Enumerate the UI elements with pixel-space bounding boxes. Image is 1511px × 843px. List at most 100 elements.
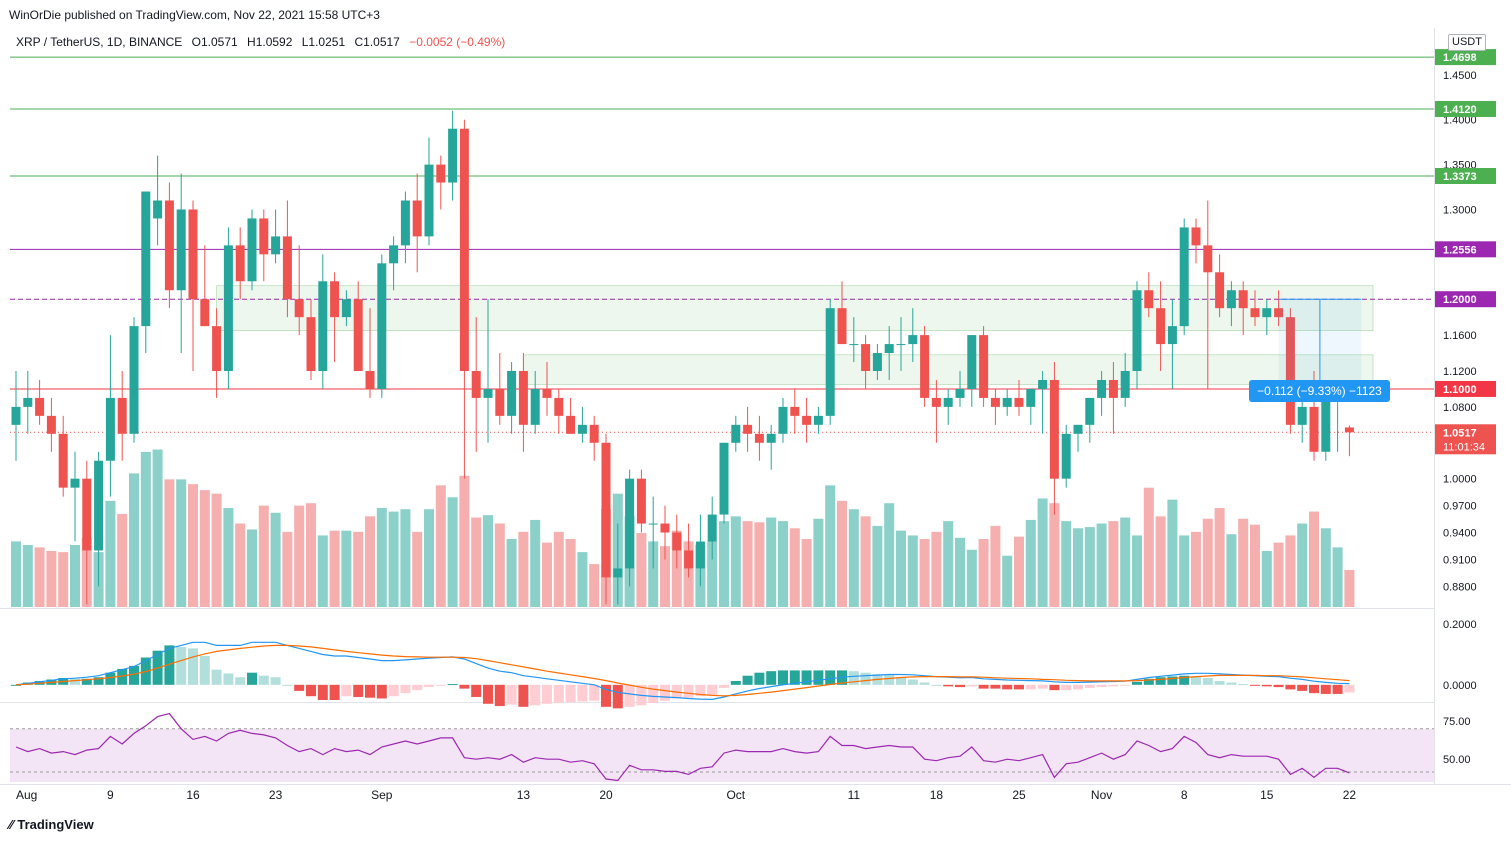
macd-histogram-bar bbox=[176, 646, 187, 685]
macd-histogram-bar bbox=[1344, 684, 1355, 693]
candle-body bbox=[861, 344, 871, 371]
volume-bar bbox=[1167, 499, 1178, 607]
macd-histogram-bar bbox=[70, 678, 80, 685]
volume-bar bbox=[671, 530, 682, 607]
volume-bar bbox=[919, 539, 930, 607]
price-tick-label: 0.9700 bbox=[1443, 501, 1477, 513]
macd-histogram-bar bbox=[164, 645, 175, 685]
candle-body bbox=[1038, 379, 1048, 389]
volume-bar bbox=[329, 530, 340, 607]
candle-body bbox=[495, 388, 505, 416]
volume-bar bbox=[1344, 570, 1355, 607]
macd-histogram-bar bbox=[435, 684, 446, 686]
macd-histogram-bar bbox=[778, 670, 788, 685]
macd-histogram-bar bbox=[695, 684, 706, 697]
candle-body bbox=[46, 415, 56, 434]
volume-bar bbox=[1143, 487, 1154, 607]
candle-body bbox=[1262, 308, 1272, 318]
volume-bar bbox=[730, 516, 741, 607]
price-level-tag bbox=[1435, 100, 1496, 117]
ohlc-open: O1.0571 bbox=[191, 35, 238, 49]
candle-body bbox=[943, 397, 953, 407]
macd-histogram-bar bbox=[211, 669, 222, 685]
tradingview-footer[interactable]: ⁄⁄ TradingView bbox=[9, 817, 94, 832]
volume-bar bbox=[235, 523, 246, 607]
macd-histogram-bar bbox=[931, 684, 942, 686]
volume-bar bbox=[990, 525, 1001, 607]
candle-body bbox=[271, 236, 281, 255]
candle-body bbox=[813, 415, 823, 425]
macd-histogram-bar bbox=[1014, 684, 1024, 690]
candle-body bbox=[849, 344, 859, 346]
candle-body bbox=[743, 424, 753, 434]
volume-bar bbox=[282, 531, 293, 607]
candle-body bbox=[719, 442, 729, 515]
volume-bar bbox=[1238, 518, 1249, 607]
macd-histogram-bar bbox=[848, 671, 859, 685]
candle-body bbox=[294, 299, 304, 318]
macd-histogram-bar bbox=[1285, 684, 1296, 690]
candle-body bbox=[695, 541, 705, 569]
time-tick-label: 22 bbox=[1343, 788, 1357, 802]
volume-bar bbox=[1155, 516, 1166, 607]
macd-histogram-bar bbox=[978, 684, 989, 689]
macd-histogram-bar bbox=[506, 684, 517, 705]
ohlc-change: −0.0052 (−0.49%) bbox=[409, 35, 506, 49]
time-tick-label: Nov bbox=[1091, 788, 1112, 802]
candle-body bbox=[577, 424, 587, 434]
volume-bar bbox=[435, 485, 446, 607]
candle-body bbox=[353, 299, 363, 371]
macd-histogram-bar bbox=[247, 672, 257, 685]
candle-body bbox=[625, 478, 635, 569]
candle-body bbox=[1167, 326, 1177, 345]
macd-histogram-bar bbox=[105, 672, 116, 685]
volume-bar bbox=[483, 515, 493, 607]
measure-label: −0.112 (−9.33%) −1123 bbox=[1257, 384, 1382, 398]
volume-bar bbox=[719, 521, 729, 607]
macd-histogram-bar bbox=[400, 684, 411, 694]
volume-bar bbox=[58, 552, 69, 607]
volume-bar bbox=[1002, 555, 1013, 607]
volume-bar bbox=[1261, 550, 1272, 607]
macd-histogram-bar bbox=[1061, 684, 1072, 691]
candle-body bbox=[306, 317, 316, 371]
volume-bar bbox=[211, 493, 222, 607]
price-tick-label: 0.9400 bbox=[1443, 528, 1477, 540]
volume-bar bbox=[589, 564, 600, 607]
macd-histogram-bar bbox=[1320, 684, 1331, 694]
macd-histogram-bar bbox=[1273, 684, 1284, 688]
volume-bar bbox=[813, 518, 824, 607]
currency-unit-button[interactable]: USDT bbox=[1448, 34, 1486, 51]
time-tick-label: Oct bbox=[726, 788, 745, 802]
macd-histogram-bar bbox=[1167, 676, 1178, 685]
volume-bar bbox=[152, 449, 163, 607]
symbol-name[interactable]: XRP / TetherUS, 1D, BINANCE bbox=[16, 35, 183, 49]
measure-label-box bbox=[1249, 380, 1390, 402]
time-tick-label: 15 bbox=[1260, 788, 1274, 802]
candle-body bbox=[967, 335, 977, 389]
volume-bar bbox=[1250, 524, 1260, 607]
macd-histogram-bar bbox=[483, 684, 493, 704]
ohlc-high: H1.0592 bbox=[247, 35, 293, 49]
candle-body bbox=[35, 397, 45, 416]
macd-histogram-bar bbox=[565, 684, 576, 703]
price-level-tag bbox=[1435, 167, 1496, 184]
price-tick-label: 1.4000 bbox=[1443, 115, 1477, 127]
macd-histogram-bar bbox=[1108, 684, 1119, 687]
volume-bar bbox=[1320, 528, 1331, 607]
rsi-series-line bbox=[15, 712, 1350, 782]
macd-histogram-bar bbox=[589, 684, 600, 701]
macd-histogram-bar bbox=[730, 681, 741, 685]
macd-histogram-bar bbox=[766, 671, 777, 685]
macd-histogram-bar bbox=[1143, 678, 1154, 685]
macd-histogram-bar bbox=[943, 684, 954, 687]
candle-body bbox=[1108, 379, 1118, 398]
candle-body bbox=[459, 128, 469, 371]
candle-body bbox=[955, 388, 965, 398]
candle-body bbox=[58, 433, 68, 488]
macd-histogram-bar bbox=[530, 684, 541, 706]
candle-body bbox=[188, 209, 198, 300]
time-tick-label: Sep bbox=[371, 788, 393, 802]
time-tick-label: 8 bbox=[1181, 788, 1188, 802]
